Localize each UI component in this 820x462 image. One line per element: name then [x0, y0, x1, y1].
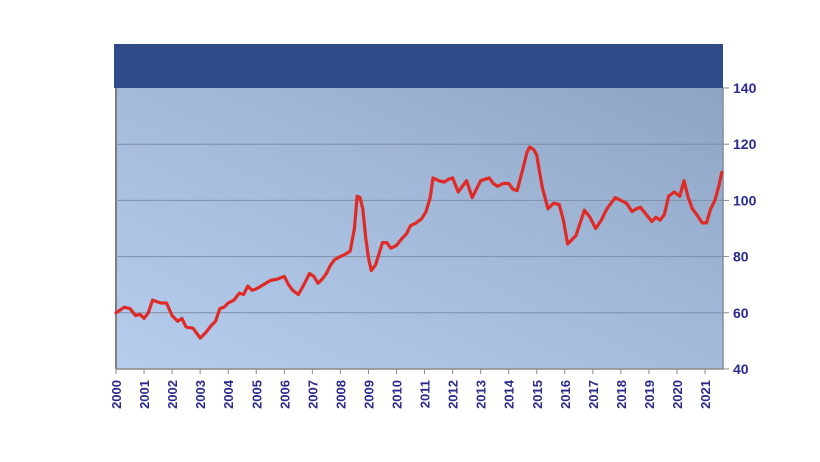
plot-background: [116, 88, 723, 369]
x-tick-label: 2009: [361, 380, 376, 409]
y-tick-label: 40: [733, 361, 749, 377]
x-tick-label: 2017: [586, 380, 601, 409]
x-tick-label: 2003: [193, 380, 208, 409]
x-tick-label: 2015: [530, 380, 545, 409]
x-axis-labels: 2000 2001 2002 2003 2004 2005 2006 2007 2008 2009…: [109, 379, 713, 409]
x-tick-label: 2013: [474, 380, 489, 409]
x-tick-label: 2002: [165, 380, 180, 409]
x-tick-label: 2021: [698, 380, 713, 409]
x-tick-label: 2006: [277, 380, 292, 409]
x-tick-label: 2019: [642, 380, 657, 409]
y-tick-label: 60: [733, 305, 749, 321]
x-tick-label: 2016: [558, 380, 573, 409]
x-tick-label: 2011: [418, 380, 433, 408]
header-band: [114, 44, 723, 88]
x-tick-label: 2010: [390, 380, 405, 409]
y-tick-label: 100: [733, 192, 757, 208]
x-tick-label: 2004: [221, 379, 236, 409]
x-tick-marks: [115, 369, 706, 374]
x-tick-label: 2000: [109, 380, 124, 409]
plot-area: [114, 44, 729, 374]
x-tick-label: 2014: [502, 379, 517, 409]
y-axis-labels: 40 60 80 100 120 140: [733, 80, 757, 377]
x-tick-label: 2001: [137, 380, 152, 409]
x-tick-label: 2007: [305, 380, 320, 409]
x-tick-label: 2008: [333, 380, 348, 409]
y-tick-label: 140: [733, 80, 757, 96]
y-tick-label: 120: [733, 136, 757, 152]
x-tick-label: 2018: [614, 380, 629, 409]
x-tick-label: 2005: [249, 380, 264, 409]
x-tick-label: 2020: [670, 380, 685, 409]
x-tick-label: 2012: [446, 380, 461, 409]
data-line: [114, 145, 724, 340]
y-tick-label: 80: [733, 249, 749, 265]
